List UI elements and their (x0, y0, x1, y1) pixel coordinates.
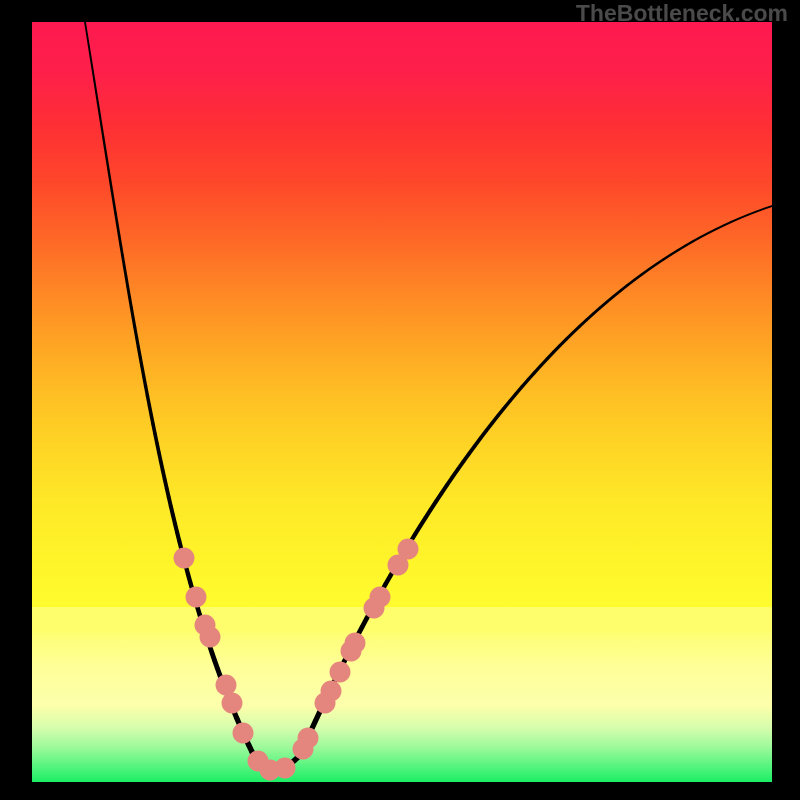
bottleneck-chart (0, 0, 800, 800)
watermark-text: TheBottleneck.com (576, 0, 788, 27)
chart-container: TheBottleneck.com (0, 0, 800, 800)
